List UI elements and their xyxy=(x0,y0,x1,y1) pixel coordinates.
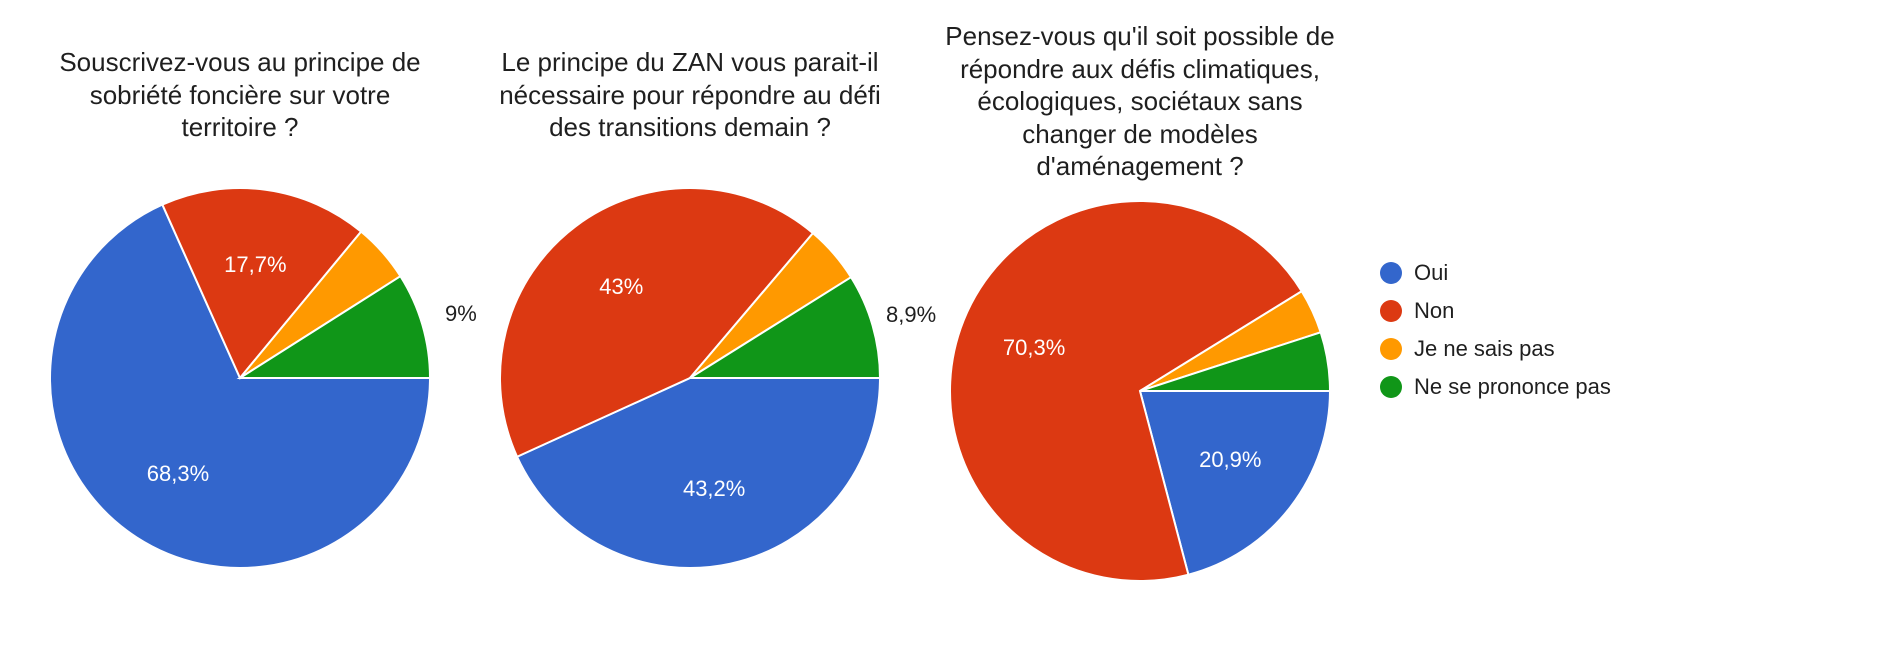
legend-item-jsp: Je ne sais pas xyxy=(1380,336,1611,362)
pie-chart-1: 68,3%17,7%9% xyxy=(50,188,430,568)
legend-swatch-jsp xyxy=(1380,338,1402,360)
chart-title-1: Souscrivez-vous au principe de sobriété … xyxy=(30,20,450,170)
pie-label-ne-se-prononce-pas: 8,9% xyxy=(886,302,936,328)
legend-item-oui: Oui xyxy=(1380,260,1611,286)
chart-title-2: Le principe du ZAN vous parait-il nécess… xyxy=(480,20,900,170)
chart-panel-1: Souscrivez-vous au principe de sobriété … xyxy=(30,20,450,568)
legend-swatch-oui xyxy=(1380,262,1402,284)
legend-item-nsp: Ne se prononce pas xyxy=(1380,374,1611,400)
legend-swatch-non xyxy=(1380,300,1402,322)
chart-title-3: Pensez-vous qu'il soit possible de répon… xyxy=(930,20,1350,183)
chart-panel-2: Le principe du ZAN vous parait-il nécess… xyxy=(480,20,900,568)
legend-item-non: Non xyxy=(1380,298,1611,324)
pie-chart-2: 43,2%43%8,9% xyxy=(500,188,880,568)
legend-swatch-nsp xyxy=(1380,376,1402,398)
legend-label-non: Non xyxy=(1414,298,1454,324)
pie-label-ne-se-prononce-pas: 9% xyxy=(445,301,477,327)
charts-container: Souscrivez-vous au principe de sobriété … xyxy=(30,20,1866,581)
chart-legend: Oui Non Je ne sais pas Ne se prononce pa… xyxy=(1380,260,1611,400)
legend-label-nsp: Ne se prononce pas xyxy=(1414,374,1611,400)
chart-panel-3: Pensez-vous qu'il soit possible de répon… xyxy=(930,20,1350,581)
legend-label-oui: Oui xyxy=(1414,260,1448,286)
pie-chart-3: 20,9%70,3% xyxy=(950,201,1330,581)
legend-label-jsp: Je ne sais pas xyxy=(1414,336,1555,362)
